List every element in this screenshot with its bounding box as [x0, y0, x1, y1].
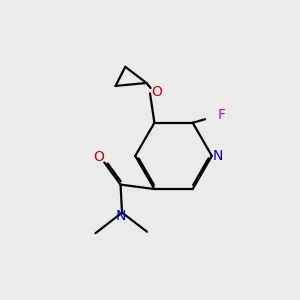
Text: N: N: [116, 209, 126, 223]
Text: F: F: [217, 108, 225, 122]
Text: O: O: [151, 85, 162, 99]
Text: N: N: [213, 149, 224, 163]
Text: O: O: [94, 150, 104, 164]
